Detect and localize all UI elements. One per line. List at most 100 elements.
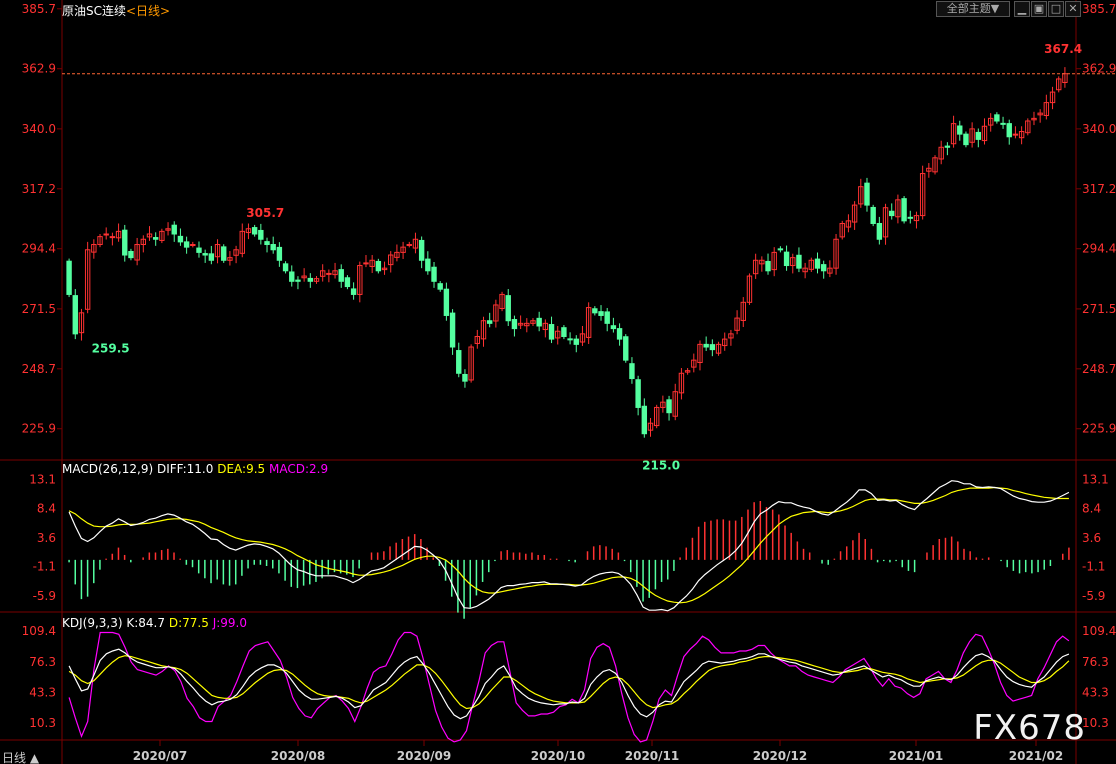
candle-body <box>1031 117 1037 121</box>
candle-body <box>295 279 301 282</box>
candle-body <box>258 229 264 240</box>
candles <box>66 67 1068 438</box>
symbol-label: 原油SC连续 <box>62 4 126 18</box>
candle-body <box>604 311 610 324</box>
candle-body <box>678 372 685 394</box>
candle-body <box>511 319 518 330</box>
candle-body <box>765 260 771 272</box>
candle-body <box>344 277 351 288</box>
candle-body <box>449 312 456 348</box>
candle-body <box>221 246 227 261</box>
candle-body <box>381 267 388 271</box>
price-tick-label: 271.5 <box>1082 302 1116 316</box>
candle-body <box>684 370 691 373</box>
price-tick-label: 385.7 <box>22 2 56 16</box>
kdj-d: D:77.5 <box>168 616 209 630</box>
candle-body <box>338 269 344 282</box>
kdj-k: K:84.7 <box>126 616 166 630</box>
candle-body <box>128 250 134 259</box>
candle-body <box>165 228 171 231</box>
candle-body <box>388 254 394 266</box>
kdj-panel: 109.4 109.4 76.3 76.3 43.3 43.3 10.3 10.3 <box>22 624 1116 743</box>
restore-icon[interactable]: ▣ <box>1031 1 1047 17</box>
candle-body <box>66 260 72 295</box>
candle-body <box>839 222 845 238</box>
kdj-header: KDJ(9,3,3) K:84.7 D:77.5 J:99.0 <box>62 616 247 630</box>
candle-body <box>827 267 833 274</box>
period-toggle[interactable]: 日线 ▲ <box>2 751 40 764</box>
price-tick-label: 248.7 <box>1082 362 1116 376</box>
candle-body <box>183 241 190 248</box>
latest-high-annotation: 367.4 <box>1044 42 1082 56</box>
candle-body <box>307 277 314 282</box>
candle-body <box>517 322 524 326</box>
candle-body <box>901 198 907 222</box>
candle-body <box>456 350 462 374</box>
candle-body <box>480 320 487 340</box>
theme-button[interactable]: 全部主题▼ <box>936 1 1010 17</box>
price-tick-label: 317.2 <box>22 182 56 196</box>
candle-body <box>140 238 147 246</box>
candle-body <box>350 288 357 295</box>
kdj-tick-label: 76.3 <box>29 655 56 669</box>
minimize-icon[interactable]: ▁ <box>1014 1 1030 17</box>
low-annotation-left: 259.5 <box>92 341 130 355</box>
candle-body <box>994 114 1000 122</box>
date-label: 2020/10 <box>531 749 585 763</box>
candle-body <box>1000 122 1006 125</box>
candle-body <box>666 399 672 414</box>
candle-body <box>932 157 938 173</box>
candle-body <box>468 346 474 381</box>
close-icon[interactable]: ✕ <box>1065 1 1081 17</box>
candle-body <box>969 128 975 143</box>
price-tick-label: 225.9 <box>1082 422 1116 436</box>
candle-body <box>598 311 604 316</box>
candle-body <box>616 328 623 340</box>
candle-body <box>431 266 437 282</box>
candle-body <box>987 117 994 126</box>
candle-body <box>72 295 78 335</box>
maximize-icon[interactable]: □ <box>1048 1 1064 17</box>
candle-body <box>84 249 91 310</box>
kdj-tick-label: 43.3 <box>1082 685 1109 699</box>
candle-body <box>783 251 790 267</box>
candle-body <box>752 259 759 275</box>
candle-body <box>926 167 932 172</box>
macd-tick-label: -1.1 <box>33 560 56 574</box>
candle-body <box>536 317 542 327</box>
kdj-tick-label: 43.3 <box>29 685 56 699</box>
candle-body <box>412 238 419 249</box>
candle-body <box>233 249 239 256</box>
candle-body <box>864 182 870 206</box>
candle-body <box>363 262 369 265</box>
macd-tick-label: 8.4 <box>1082 501 1101 515</box>
candle-body <box>78 312 85 334</box>
candle-body <box>270 244 276 251</box>
candle-body <box>641 405 648 435</box>
candle-body <box>152 237 159 240</box>
candle-body <box>474 335 481 344</box>
candle-body <box>375 260 382 272</box>
candle-body <box>134 244 140 261</box>
candle-body <box>97 236 103 246</box>
macd-value: MACD:2.9 <box>269 462 329 476</box>
candle-body <box>214 244 221 258</box>
candle-body <box>913 215 920 222</box>
diff-line <box>68 480 1070 612</box>
candle-body <box>567 338 573 341</box>
candle-body <box>332 270 338 276</box>
candle-body <box>282 263 289 272</box>
price-axis-left: 385.7 362.9 340.0 317.2 294.4 271.5 248.7 225.9 <box>22 2 56 436</box>
candle-body <box>653 406 660 427</box>
candle-body <box>462 373 468 382</box>
candle-body <box>833 238 839 269</box>
price-tick-label: 362.9 <box>1082 62 1116 76</box>
candle-body <box>319 270 326 277</box>
date-label: 2020/08 <box>271 749 325 763</box>
candle-body <box>406 244 412 247</box>
macd-tick-label: 13.1 <box>29 473 56 487</box>
candle-body <box>777 248 784 251</box>
kdj-tick-label: 10.3 <box>1082 716 1109 730</box>
candle-body <box>845 220 852 228</box>
macd-panel: 13.1 13.1 8.4 8.4 3.6 3.6 -1.1 -1.1 -5.9 -5.9 <box>29 473 1109 619</box>
